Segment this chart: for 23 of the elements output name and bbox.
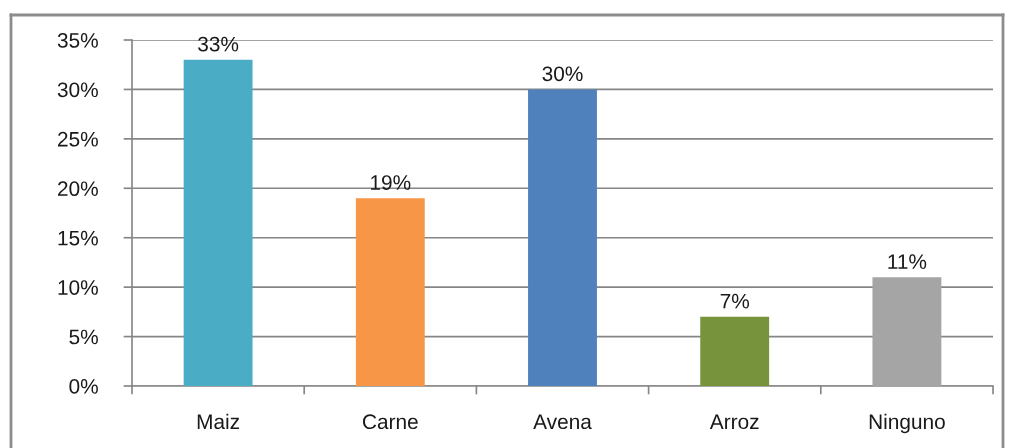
- x-tick-label: Ninguno: [869, 413, 945, 434]
- bar: [183, 59, 253, 386]
- x-tick-label: Maiz: [197, 413, 240, 430]
- data-label: 11%: [888, 254, 927, 269]
- data-label: 33%: [198, 36, 239, 52]
- y-tick-label: 0%: [69, 379, 98, 394]
- data-label: 19%: [371, 175, 411, 190]
- y-tick-label: 35%: [57, 33, 98, 48]
- data-label: 7%: [720, 293, 750, 309]
- y-tick-label: 15%: [58, 230, 98, 246]
- bar: [355, 198, 425, 386]
- y-tick-label: 10%: [58, 280, 98, 295]
- bar: [872, 277, 942, 386]
- y-tick-label: 20%: [58, 181, 98, 197]
- y-tick-label: 30%: [57, 82, 98, 98]
- bar: [528, 89, 597, 386]
- x-tick-label: Avena: [533, 414, 592, 430]
- x-tick-label: Arroz: [709, 414, 759, 430]
- y-tick-label: 25%: [58, 131, 98, 147]
- data-label: 30%: [542, 66, 583, 82]
- y-tick-label: 5%: [69, 329, 98, 345]
- x-tick-label: Carne: [362, 414, 418, 430]
- bar: [700, 316, 770, 386]
